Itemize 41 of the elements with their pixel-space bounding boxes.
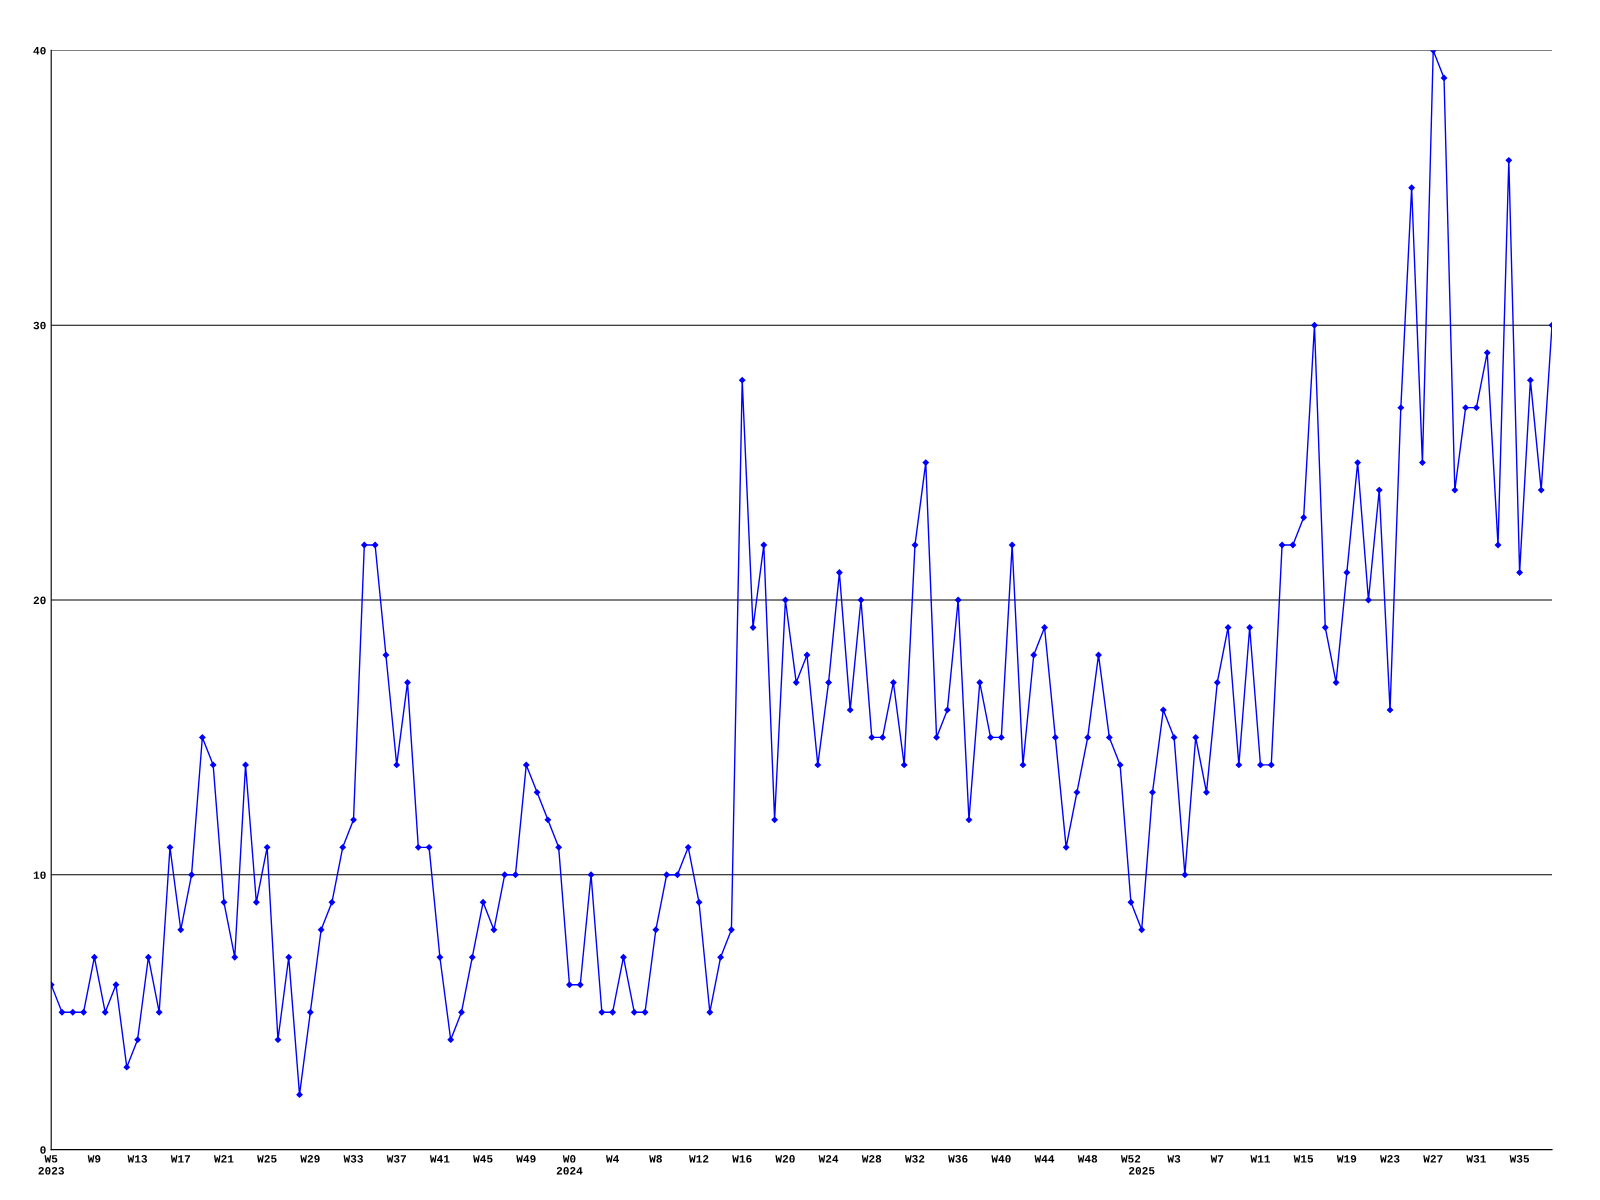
x-tick-label: W44 [1034, 1155, 1055, 1163]
x-tick-label: W40 [991, 1155, 1011, 1163]
x-tick-label: W33 [343, 1155, 363, 1163]
x-tick-label: W52 [1120, 1155, 1141, 1163]
x-tick-label: W11 [1250, 1155, 1271, 1163]
x-tick-label: W0 2024 [556, 1155, 583, 1175]
x-tick-label: W28 [861, 1155, 882, 1163]
x-tick-label: W32 [904, 1155, 925, 1163]
x-tick-label: W45 [473, 1155, 493, 1163]
x-tick-label: W17 [170, 1155, 191, 1163]
x-tick-label: W48 [1077, 1155, 1098, 1163]
x-tick-label: W49 [516, 1155, 536, 1163]
x-tick-label: W7 [1210, 1155, 1224, 1163]
x-tick-label: W37 [386, 1155, 406, 1163]
y-tick-label: 30 [33, 321, 46, 330]
y-tick-label: 20 [33, 596, 46, 605]
y-tick-label: 0 [40, 1146, 46, 1154]
x-tick-label: W35 [1509, 1155, 1530, 1163]
x-tick-label: W3 [1167, 1155, 1181, 1163]
x-tick-label: W12 [689, 1155, 709, 1163]
x-tick-label: W31 [1466, 1155, 1486, 1163]
x-tick-label: 2025 [1129, 1167, 1155, 1175]
x-tick-label: W24 [818, 1155, 839, 1163]
x-tick-label: W36 [948, 1155, 968, 1163]
x-tick-label: W9 [87, 1155, 101, 1163]
x-tick-label: W25 [257, 1155, 277, 1163]
x-tick-label: W5 2023 [38, 1155, 64, 1175]
x-tick-label: W16 [732, 1155, 752, 1163]
x-tick-label: W23 [1380, 1155, 1400, 1163]
x-tick-label: W21 [213, 1155, 234, 1163]
x-tick-label: W41 [429, 1155, 450, 1163]
x-tick-label: W20 [775, 1155, 795, 1163]
x-tick-label: W8 [649, 1155, 662, 1163]
x-tick-label: W4 [605, 1155, 619, 1163]
x-tick-label: W15 [1293, 1155, 1314, 1163]
y-tick-label: 10 [33, 871, 46, 879]
x-tick-label: W29 [300, 1155, 320, 1163]
y-tick-label: 40 [33, 46, 46, 55]
x-tick-label: W19 [1336, 1155, 1357, 1163]
x-tick-label: W27 [1423, 1155, 1443, 1163]
x-tick-label: W13 [127, 1155, 148, 1163]
